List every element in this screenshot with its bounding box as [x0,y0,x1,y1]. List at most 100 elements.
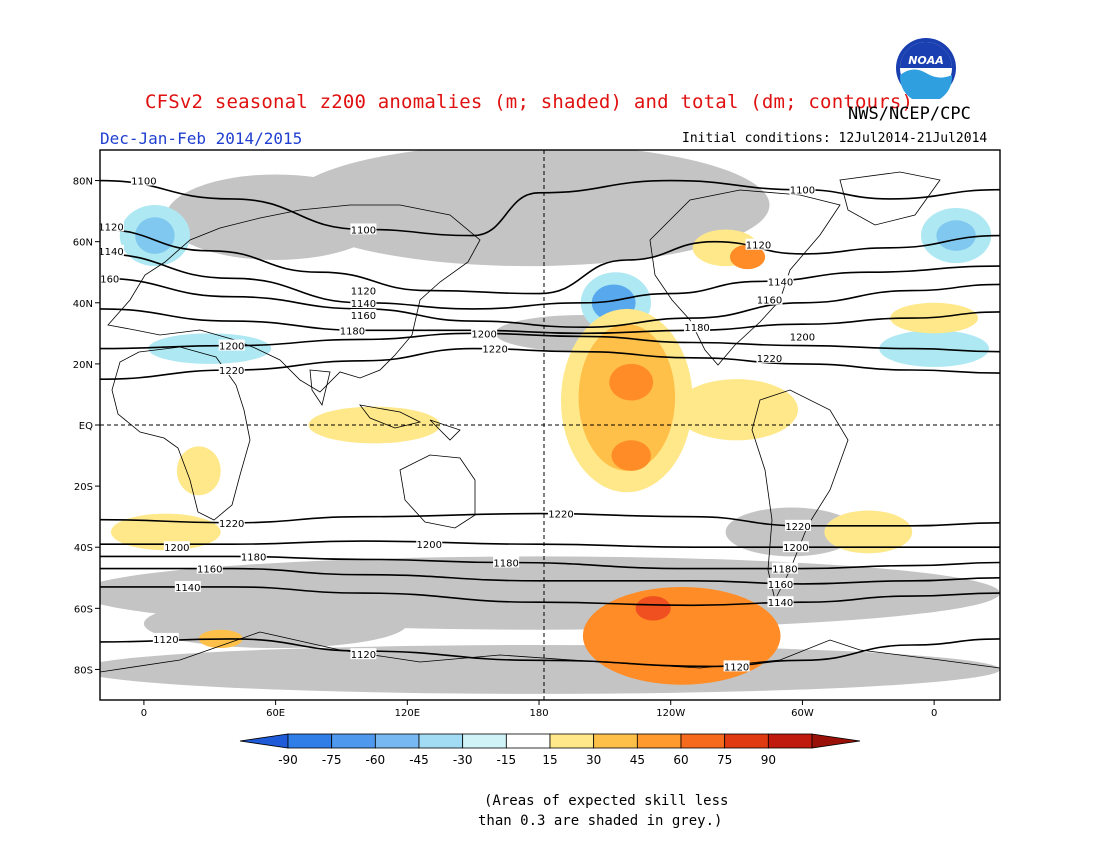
contour-label-bg [789,183,816,195]
colorbar-tick-label: -75 [322,753,342,767]
colorbar-arrow-right [811,733,861,749]
lat-tick-label: 60N [73,238,93,249]
contour-label-1200: 1200 [790,332,815,343]
contour-label-bg [100,244,124,256]
contour-north-1140 [100,253,1000,310]
noaa-logo-text: NOAA [908,54,944,67]
colorbar-swatch [767,733,813,749]
contour-label-1220: 1220 [548,510,573,521]
contour-north-1120 [100,228,1000,295]
contour-label-1200: 1200 [783,543,808,554]
colorbar-tick-label: 30 [586,753,601,767]
contour-label-1140: 1140 [98,247,123,258]
coastline-north-america [649,189,841,366]
colorbar: -90 -75 -60 -45 -30 -15 15 30 45 60 75 90 [239,733,861,767]
contour-label-bg [218,339,245,351]
contour-label-1140: 1140 [768,277,793,288]
contour-label-bg [174,580,201,592]
anomaly-patch-11 [611,440,651,471]
contour-label-1120: 1120 [351,650,376,661]
contour-label-bg [163,541,190,553]
coastline-india [309,369,331,406]
grey-region-1 [165,174,386,260]
contour-label-bg [785,519,812,531]
contour-label-bg [482,342,509,354]
contour-label-bg [756,293,783,305]
contour-label-1100: 1100 [790,186,815,197]
grey-region-0 [286,150,770,267]
colorbar-tick-label: 45 [630,753,645,767]
colorbar-swatch [724,733,769,749]
colorbar-swatch [331,733,376,749]
contour-label-bg [782,541,809,553]
contour-label-bg [339,324,366,336]
contour-label-1160: 1160 [768,580,793,591]
map-axes: 80N 60N 40N 20N EQ 20S 40S 60S 80S 0 60E 120E 180 120… [73,177,938,719]
grey-region-6 [725,507,858,557]
colorbar-tick-label: 75 [717,753,732,767]
colorbar-swatch [505,733,551,749]
contour-label-1180: 1180 [772,565,797,576]
colorbar-tick-label: -90 [278,753,298,767]
colorbar-tick-label: -60 [366,753,386,767]
season-label: Dec-Jan-Feb 2014/2015 [100,129,303,148]
lon-tick-label: 120W [656,708,685,719]
contour-south-1200 [100,540,1000,549]
contour-label-1220: 1220 [482,345,507,356]
contour-north-1160 [100,277,1000,329]
colorbar-tick-label: 90 [761,753,776,767]
contour-label-bg [350,309,377,320]
lat-tick-label: 20N [73,360,93,371]
grey-region-4 [100,645,1000,694]
contour-label-1180: 1180 [241,552,266,563]
contour-label-bg [416,538,443,550]
initial-conditions-label: Initial conditions: 12Jul2014-21Jul2014 [682,131,988,146]
colorbar-swatch [680,733,726,749]
contour-label-bg [240,550,267,562]
contour-label-bg [152,632,179,644]
contour-label-bg [130,174,157,186]
lat-tick-label: 40S [74,543,93,554]
contour-south-1220 [100,512,1000,527]
colorbar-swatch [549,733,595,749]
anomaly-patch-1 [135,217,175,254]
lat-tick-label: EQ [79,421,93,432]
contour-label-bg [745,238,772,250]
colorbar-tick-label: -30 [453,753,473,767]
anomaly-patch-21 [176,446,221,496]
colorbar-swatch [287,733,333,749]
contour-label-1120: 1120 [351,287,376,298]
noaa-logo: NOAA [896,38,956,99]
contour-label-bg [218,364,245,375]
lat-tick-label: 20S [74,482,93,493]
contour-label-1120: 1120 [724,662,749,673]
agency-label: NWS/NCEP/CPC [848,104,971,124]
lat-tick-label: 60S [74,604,93,615]
colorbar-swatch [593,733,638,749]
footnote-line-2: than 0.3 are shaded in grey.) [478,813,723,829]
contour-label-1220: 1220 [219,519,244,530]
contour-label-bg [493,556,520,568]
anomaly-patch-19 [824,510,913,554]
colorbar-tick-label: 60 [673,753,688,767]
colorbar-swatch [462,733,507,749]
contour-label-1140: 1140 [768,598,793,609]
colorbar-swatch [636,733,682,749]
contour-label-bg [218,516,245,528]
contour-label-1200: 1200 [417,540,442,551]
coastline-greenland [839,171,941,226]
contour-label-1160: 1160 [94,274,119,285]
colorbar-arrow-left [239,733,289,749]
contour-label-bg [196,562,223,574]
map-figure: 1100110011001120112011201120112011201140… [73,149,1001,719]
contour-north-1180 [100,308,1000,335]
contour-label-bg [547,507,574,519]
contour-label-1180: 1180 [340,326,365,337]
contour-label-bg [756,351,783,363]
colorbar-swatch [374,733,420,749]
contour-label-1120: 1120 [746,241,771,252]
contour-north-1100 [100,179,1000,237]
contour-label-1180: 1180 [684,323,709,334]
contour-labels: 1100110011001120112011201120112011201140… [94,174,816,673]
anomaly-patch-10 [609,363,654,401]
